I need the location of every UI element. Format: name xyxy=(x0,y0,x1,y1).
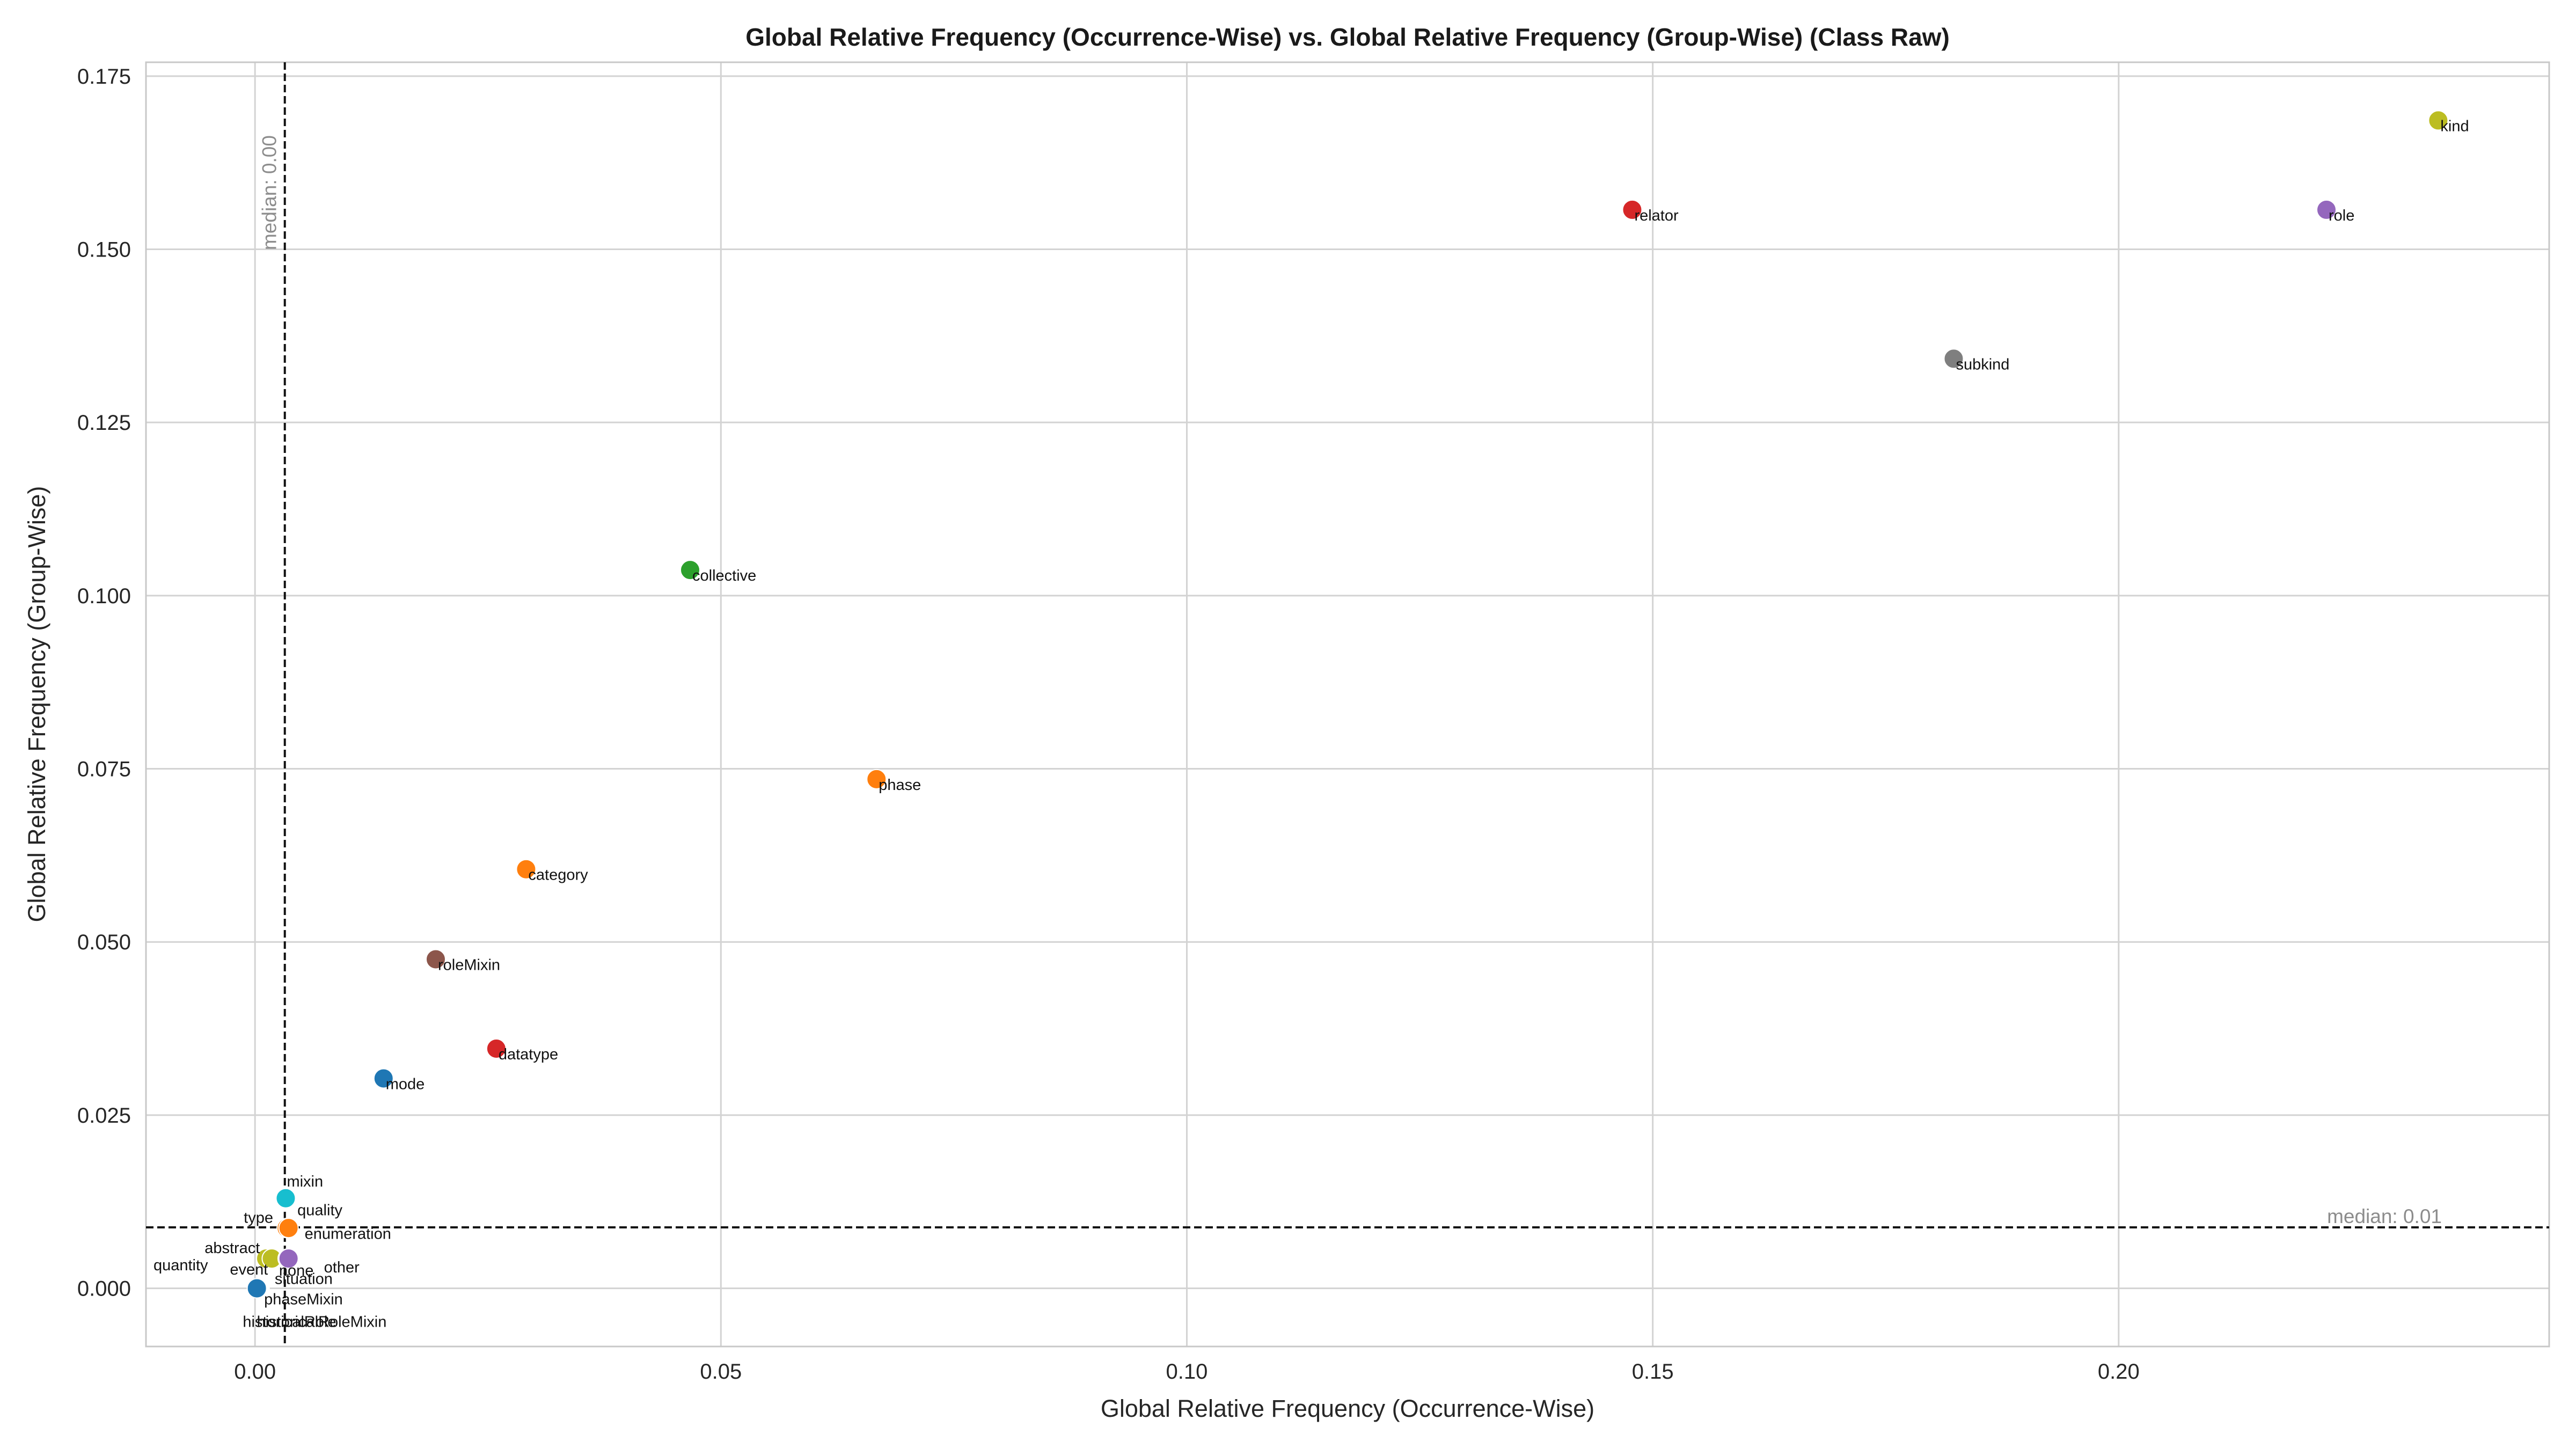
point-label: historicalRoleMixin xyxy=(257,1314,387,1331)
point-label: historicalRole xyxy=(243,1314,336,1331)
point-label: category xyxy=(528,867,588,884)
data-point xyxy=(246,1278,267,1299)
data-point xyxy=(866,769,887,789)
point-label: other xyxy=(324,1259,360,1276)
point-label: roleMixin xyxy=(438,956,500,974)
data-point xyxy=(2316,199,2337,220)
y-tick-label: 0.100 xyxy=(77,584,131,608)
y-tick-labels: 0.000 0.025 0.050 0.075 0.100 0.125 0.150 0.175 xyxy=(77,65,131,1301)
x-tick-label: 0.00 xyxy=(234,1360,276,1384)
grid xyxy=(146,62,2549,1346)
point-label: situation xyxy=(275,1271,333,1288)
y-tick-label: 0.175 xyxy=(77,65,131,89)
y-tick-label: 0.000 xyxy=(77,1277,131,1301)
point-label: type xyxy=(244,1209,273,1226)
point-label: enumeration xyxy=(305,1225,391,1242)
data-point xyxy=(1943,348,1964,369)
point-label: kind xyxy=(2440,118,2469,135)
data-point xyxy=(516,859,537,880)
x-axis-label: Global Relative Frequency (Occurrence-Wi… xyxy=(1101,1395,1594,1422)
y-tick-label: 0.125 xyxy=(77,411,131,435)
point-label: abstract xyxy=(204,1240,260,1257)
data-point xyxy=(278,1218,299,1239)
y-median-label: median: 0.01 xyxy=(2327,1205,2442,1227)
data-point xyxy=(425,949,446,970)
plot-frame xyxy=(145,61,2550,1348)
point-label: phaseMixin xyxy=(264,1291,343,1308)
y-tick-label: 0.075 xyxy=(77,758,131,781)
y-tick-label: 0.025 xyxy=(77,1104,131,1128)
point-label: datatype xyxy=(499,1046,558,1063)
chart-title: Global Relative Frequency (Occurrence-Wi… xyxy=(745,23,1950,51)
point-label: none xyxy=(279,1262,314,1279)
data-point xyxy=(275,1188,296,1209)
y-tick-label: 0.150 xyxy=(77,238,131,261)
point-label: subkind xyxy=(1956,356,2009,373)
x-tick-labels: 0.00 0.05 0.10 0.15 0.20 xyxy=(234,1360,2140,1384)
x-median-label: median: 0.00 xyxy=(259,135,281,250)
point-label: mode xyxy=(386,1075,425,1093)
point-label: mixin xyxy=(287,1173,323,1190)
x-tick-label: 0.20 xyxy=(2098,1360,2140,1384)
data-point xyxy=(680,560,701,581)
x-tick-label: 0.10 xyxy=(1166,1360,1208,1384)
y-axis-label: Global Relative Frequency (Group-Wise) xyxy=(23,486,50,923)
point-labels: kind role relator subkind collective phase cat… xyxy=(153,118,2469,1330)
point-label: phase xyxy=(879,777,921,794)
median-lines: median: 0.00 median: 0.01 xyxy=(146,62,2549,1346)
data-point xyxy=(1622,199,1643,220)
point-label: quantity xyxy=(153,1257,208,1274)
data-point xyxy=(278,1248,299,1269)
data-points xyxy=(246,110,2449,1299)
data-point xyxy=(373,1068,394,1089)
point-label: relator xyxy=(1634,207,1679,224)
data-point xyxy=(2428,110,2449,131)
point-label: event xyxy=(230,1261,268,1278)
point-label: collective xyxy=(692,567,756,584)
y-tick-label: 0.050 xyxy=(77,931,131,954)
point-label: role xyxy=(2329,207,2354,224)
point-label: quality xyxy=(297,1202,342,1219)
x-tick-label: 0.05 xyxy=(700,1360,742,1384)
x-tick-label: 0.15 xyxy=(1632,1360,1674,1384)
data-point xyxy=(486,1038,507,1059)
